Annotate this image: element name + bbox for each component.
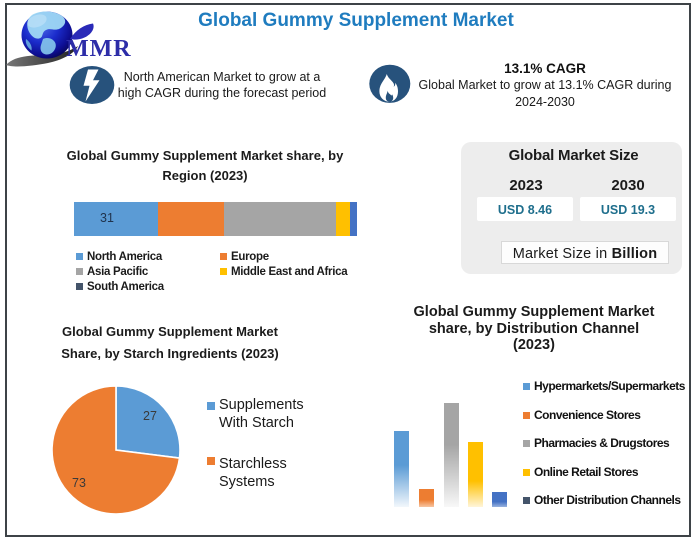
svg-text:MMR: MMR [66, 36, 132, 62]
